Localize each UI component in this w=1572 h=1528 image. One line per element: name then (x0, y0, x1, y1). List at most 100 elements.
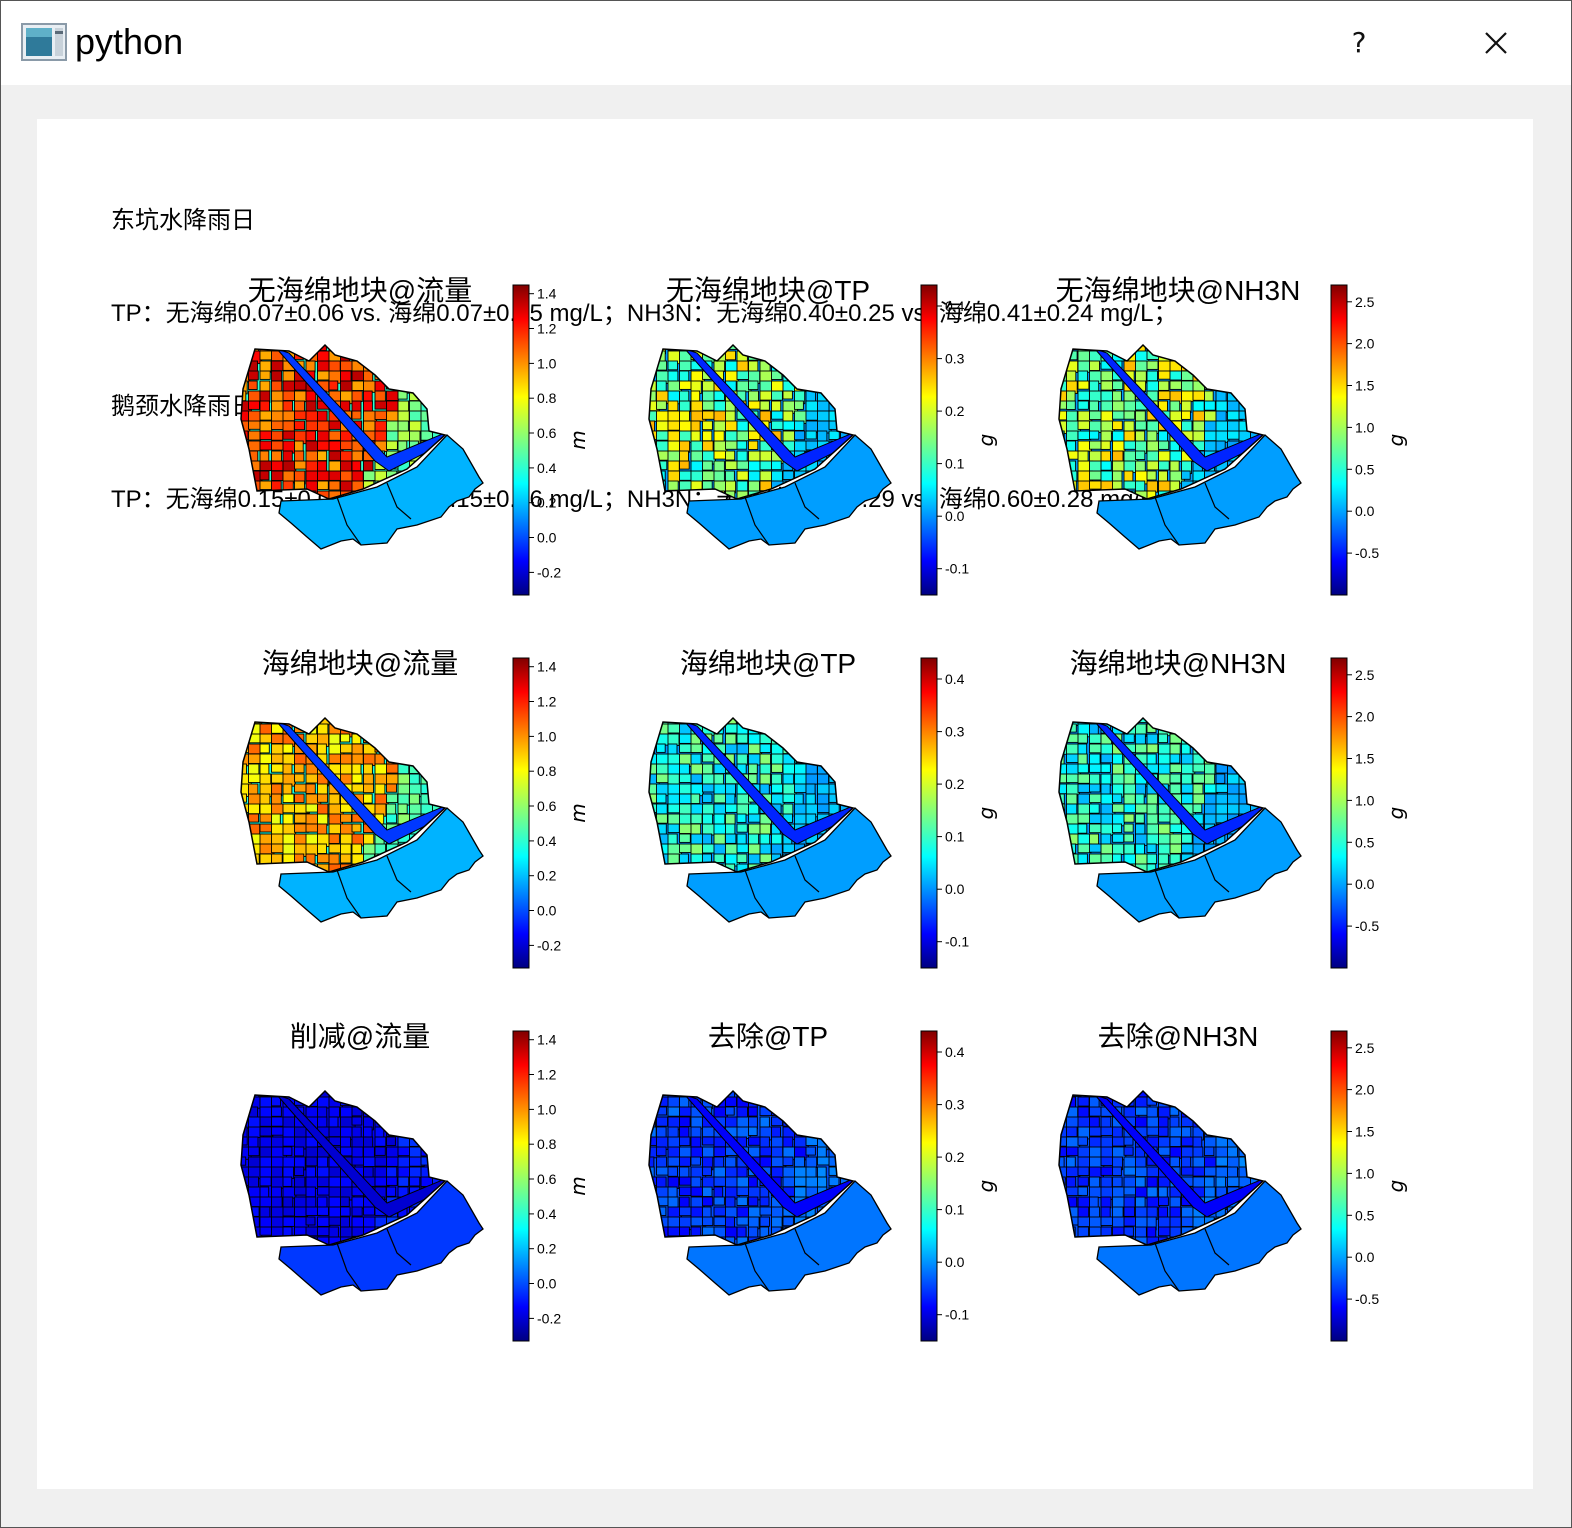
parcel-cell (1158, 370, 1171, 380)
parcel-cell (702, 1196, 714, 1207)
parcel-cell (679, 1116, 691, 1128)
parcel-cell (241, 1216, 248, 1228)
parcel-cell (1192, 763, 1206, 773)
parcel-cell (397, 1106, 412, 1116)
parcel-cell (1261, 1156, 1263, 1166)
parcel-cell (1059, 1096, 1070, 1108)
colorbar-gradient (1330, 657, 1348, 969)
parcel-cell (1089, 470, 1102, 481)
colorbar-tick-label: 0.8 (537, 390, 557, 406)
parcel-cell (409, 400, 423, 412)
parcel-cell (1192, 783, 1204, 795)
close-icon[interactable] (1471, 21, 1521, 65)
parcel-cell (259, 863, 276, 872)
parcel-cell (794, 1106, 808, 1121)
parcel-cell (840, 1126, 851, 1137)
parcel-cell (305, 430, 317, 442)
help-button[interactable]: ? (1351, 26, 1367, 59)
parcel-cell (656, 430, 669, 441)
parcel-cell (736, 843, 749, 854)
parcel-cell (679, 1186, 693, 1196)
parcel-cell (805, 743, 817, 757)
parcel-cell (649, 490, 657, 499)
parcel-cell (702, 813, 714, 825)
parcel-cell (351, 350, 366, 360)
parcel-cell (294, 853, 305, 867)
parcel-cell (1169, 370, 1182, 381)
parcel-cell (259, 400, 270, 413)
parcel-cell (679, 1156, 691, 1167)
parcel-cell (851, 718, 853, 727)
parcel-cell (748, 1106, 758, 1117)
parcel-cell (259, 360, 272, 373)
parcel-cell (1059, 1206, 1069, 1216)
parcel-cell (851, 1166, 853, 1181)
colorbar-tick-label: 0.4 (537, 1206, 557, 1222)
parcel-cell (840, 723, 853, 734)
parcel-cell (1250, 763, 1260, 773)
parcel-cell (851, 753, 853, 766)
parcel-cell (1238, 733, 1250, 747)
parcel-cell (702, 430, 713, 442)
parcel-cell (1100, 1226, 1113, 1240)
colorbar: 1.4 1.2 1.0 0.8 0.6 0.4 0.2 0.0 -0.2 m (512, 1030, 590, 1342)
parcel-cell (782, 1106, 793, 1119)
parcel-cell (1135, 480, 1146, 492)
parcel-cell (805, 723, 816, 734)
colorbar-gradient (1330, 1030, 1348, 1342)
parcel-cell (1123, 803, 1138, 814)
parcel-cell (805, 430, 817, 440)
parcel-cell (1181, 1206, 1194, 1219)
parcel-cell (817, 430, 828, 442)
parcel-cell (667, 863, 683, 872)
parcel-cell (656, 863, 670, 872)
parcel-cell (725, 450, 736, 461)
parcel-cell (397, 743, 413, 753)
parcel-cell (1250, 1146, 1261, 1160)
parcel-cell (1123, 863, 1138, 872)
parcel-cell (248, 1236, 261, 1245)
south-catchment (278, 807, 484, 923)
parcel-cell (363, 743, 377, 755)
parcel-cell (317, 350, 331, 362)
parcel-cell (725, 420, 738, 432)
parcel-cell (374, 1106, 388, 1119)
parcel-cell (259, 470, 270, 481)
parcel-cell (1077, 793, 1092, 806)
parcel-cell (1250, 350, 1263, 363)
parcel-cell (771, 1146, 784, 1158)
parcel-cell (1250, 783, 1263, 795)
parcel-cell (271, 380, 283, 392)
colorbar-tick-label: 1.5 (1355, 1124, 1375, 1140)
parcel-cell (248, 1136, 259, 1148)
parcel-cell (736, 470, 749, 481)
parcel-cell (649, 1226, 659, 1236)
parcel-cell (794, 370, 808, 385)
parcel-cell (1059, 1186, 1065, 1197)
parcel-cell (1192, 1106, 1206, 1119)
parcel-cell (736, 823, 748, 833)
parcel-cell (817, 1166, 827, 1178)
catchment-boundary (336, 869, 362, 919)
parcel-cell (443, 1156, 445, 1167)
parcel-cell (1059, 440, 1066, 454)
parcel-cell (409, 1096, 421, 1111)
parcel-cell (1250, 1106, 1262, 1117)
parcel-cell (443, 763, 445, 774)
parcel-cell (1215, 1126, 1227, 1137)
parcel-cell (828, 1091, 839, 1098)
parcel-cell (840, 1096, 853, 1109)
parcel-cell (713, 1196, 725, 1206)
colorbar: 1.4 1.2 1.0 0.8 0.6 0.4 0.2 0.0 -0.2 m (512, 657, 590, 969)
colorbar-tick-label: 2.5 (1355, 294, 1375, 310)
parcel-cell (351, 1156, 366, 1166)
parcel-cell (1059, 1216, 1066, 1229)
parcel-cell (282, 1216, 296, 1227)
parcel-cell (1112, 843, 1125, 855)
parcel-cell (794, 1116, 805, 1127)
parcel-cell (271, 1106, 282, 1117)
parcel-cell (241, 853, 252, 864)
parcel-cell (1238, 1146, 1250, 1158)
title-bar[interactable]: python ? (1, 1, 1571, 85)
parcel-cell (386, 773, 400, 785)
